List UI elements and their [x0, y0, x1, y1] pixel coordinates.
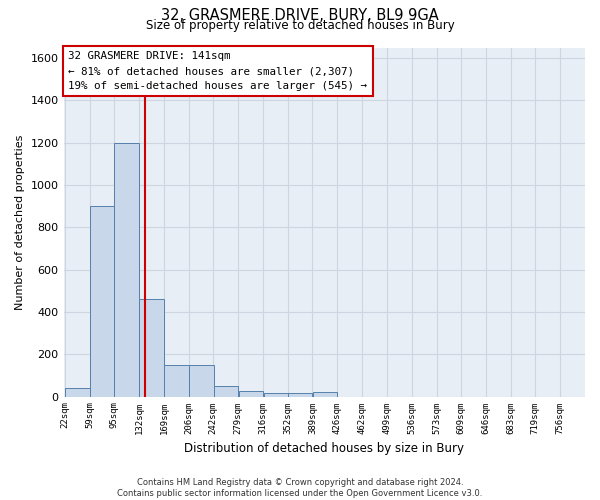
- Text: 32, GRASMERE DRIVE, BURY, BL9 9GA: 32, GRASMERE DRIVE, BURY, BL9 9GA: [161, 8, 439, 22]
- Bar: [288, 394, 312, 396]
- Bar: [239, 392, 263, 396]
- Bar: [263, 394, 288, 396]
- X-axis label: Distribution of detached houses by size in Bury: Distribution of detached houses by size …: [184, 442, 464, 455]
- Bar: [90, 206, 115, 396]
- Bar: [139, 299, 164, 396]
- Bar: [190, 365, 214, 396]
- Bar: [164, 365, 188, 396]
- Bar: [65, 388, 89, 396]
- Text: Size of property relative to detached houses in Bury: Size of property relative to detached ho…: [146, 18, 454, 32]
- Text: 32 GRASMERE DRIVE: 141sqm
← 81% of detached houses are smaller (2,307)
19% of se: 32 GRASMERE DRIVE: 141sqm ← 81% of detac…: [68, 52, 367, 91]
- Bar: [214, 386, 238, 396]
- Y-axis label: Number of detached properties: Number of detached properties: [15, 134, 25, 310]
- Text: Contains HM Land Registry data © Crown copyright and database right 2024.
Contai: Contains HM Land Registry data © Crown c…: [118, 478, 482, 498]
- Bar: [313, 392, 337, 396]
- Bar: [115, 142, 139, 396]
